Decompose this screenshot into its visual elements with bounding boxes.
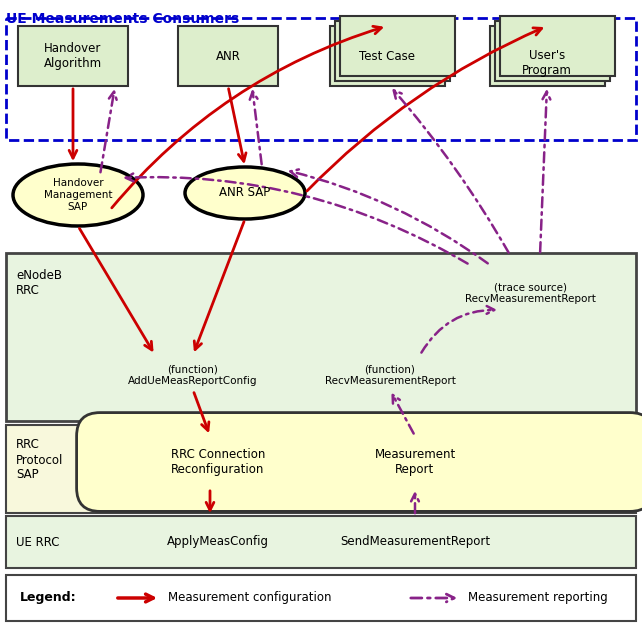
Text: (trace source)
RecvMeasurementReport: (trace source) RecvMeasurementReport — [465, 282, 595, 304]
Bar — [6, 516, 636, 568]
Bar — [6, 575, 636, 621]
Bar — [6, 18, 636, 140]
Text: (function)
AddUeMeasReportConfig: (function) AddUeMeasReportConfig — [128, 364, 257, 386]
Ellipse shape — [185, 167, 305, 219]
Bar — [330, 26, 445, 86]
Text: Measurement reporting: Measurement reporting — [468, 591, 608, 604]
Text: UE RRC: UE RRC — [16, 535, 60, 549]
Text: SendMeasurementReport: SendMeasurementReport — [340, 535, 490, 549]
Bar — [500, 16, 615, 76]
FancyBboxPatch shape — [76, 413, 642, 512]
Bar — [495, 21, 610, 81]
Text: Handover
Algorithm: Handover Algorithm — [44, 42, 102, 70]
Ellipse shape — [13, 164, 143, 226]
Text: ApplyMeasConfig: ApplyMeasConfig — [167, 535, 269, 549]
Text: RRC Connection
Reconfiguration: RRC Connection Reconfiguration — [171, 448, 265, 476]
Text: eNodeB
RRC: eNodeB RRC — [16, 269, 62, 297]
Text: ANR SAP: ANR SAP — [220, 186, 271, 199]
Bar — [178, 26, 278, 86]
Text: Legend:: Legend: — [20, 591, 76, 604]
Bar — [18, 26, 128, 86]
Bar — [490, 26, 605, 86]
Bar — [340, 16, 455, 76]
Text: UE Measurements Consumers: UE Measurements Consumers — [6, 12, 239, 26]
Text: (function)
RecvMeasurementReport: (function) RecvMeasurementReport — [325, 364, 455, 386]
Bar — [335, 21, 450, 81]
Text: User's
Program: User's Program — [522, 49, 572, 77]
Text: Test Case: Test Case — [359, 50, 415, 63]
Bar — [6, 253, 636, 421]
Text: Handover
Management
SAP: Handover Management SAP — [44, 179, 112, 211]
Text: RRC
Protocol
SAP: RRC Protocol SAP — [16, 438, 64, 482]
Text: ANR: ANR — [216, 50, 241, 63]
Text: Measurement
Report: Measurement Report — [374, 448, 456, 476]
Text: Measurement configuration: Measurement configuration — [168, 591, 331, 604]
Bar — [6, 425, 636, 513]
